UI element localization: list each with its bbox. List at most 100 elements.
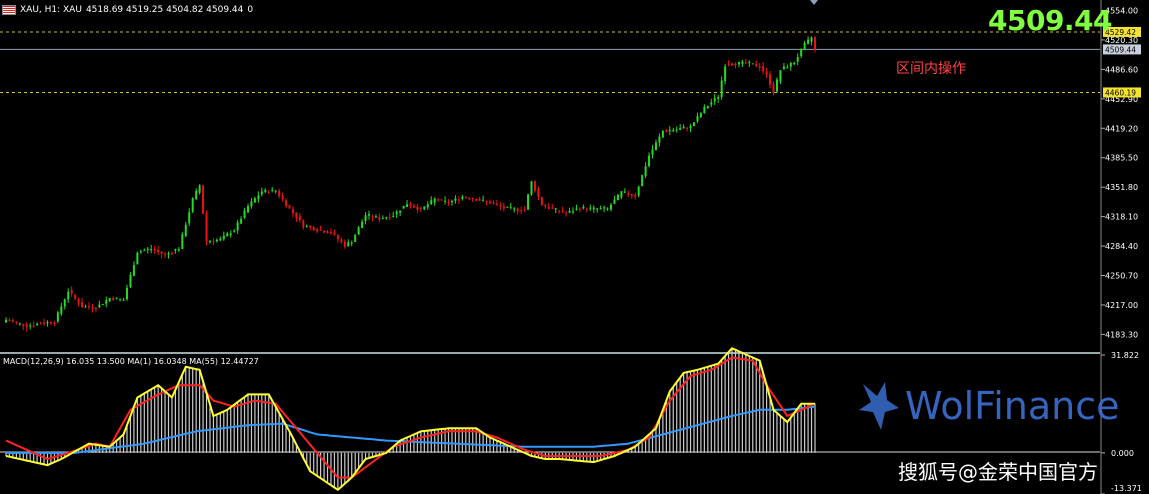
candle-body [94,307,97,310]
flag-icon [2,5,16,15]
candle [789,61,792,71]
candle [675,126,678,133]
candle [423,206,426,210]
candle-body [291,209,294,214]
candle [499,201,502,211]
candle [544,203,547,209]
candle [177,246,180,252]
candle [184,221,187,238]
candle [63,298,66,310]
candle [329,228,332,236]
candle-body [29,325,32,327]
candle-body [170,253,173,255]
candle [450,199,453,206]
candle [772,81,775,96]
candle-body [437,199,440,201]
candle [731,62,734,66]
candle-body [243,210,246,218]
candle [378,213,381,223]
candle-body [454,198,457,201]
candle [571,207,574,215]
candle-body [464,197,467,199]
candle-body [710,102,713,105]
candle [340,237,343,244]
candle [464,196,467,199]
price-level-label: 4460.19 [1105,88,1136,97]
candle [53,320,56,327]
candle [630,193,633,199]
candle [468,197,471,201]
candle [247,203,250,213]
candle [447,199,450,206]
candle-body [620,191,623,198]
candle [641,174,644,187]
candle-body [70,290,73,294]
candle [8,318,11,322]
price-tick-label: 4183.30 [1105,330,1138,339]
candle [260,187,263,197]
candle-body [91,307,94,309]
candle [160,251,163,259]
candle-body [613,199,616,204]
candle-body [444,200,447,202]
candle-body [571,211,574,213]
candle [523,206,526,212]
candle-body [793,62,796,65]
candle [305,224,308,228]
candle-body [741,61,744,64]
candle-body [316,229,319,232]
candle-body [648,155,651,167]
wolf-logo-icon [859,382,899,430]
candle [253,196,256,203]
candle [513,207,516,213]
candle [119,298,122,302]
candle-body [49,322,52,324]
candle [74,294,77,301]
candle-body [513,208,516,210]
candle [357,225,360,235]
candle-body [810,37,813,42]
candle-body [727,64,730,66]
candle-body [489,201,492,204]
candle [219,236,222,242]
candle [333,229,336,236]
price-tick-label: 4486.60 [1105,65,1138,74]
price-level-label: 4509.44 [1105,45,1136,54]
candle [516,207,519,215]
candle-body [129,274,132,287]
candle [49,321,52,326]
candle [623,188,626,194]
candle [264,188,267,194]
candle [129,272,132,289]
candle [737,61,740,68]
candle [278,188,281,199]
candle-body [222,235,225,240]
candle-body [430,200,433,204]
candle-body [471,197,474,200]
candle [578,207,581,213]
candle [606,207,609,211]
candle [661,130,664,138]
candle-body [499,205,502,207]
candle [713,94,716,105]
candle [665,128,668,133]
candle-body [160,251,163,254]
candle-body [212,241,215,243]
candle [765,67,768,79]
candle-body [440,199,443,201]
candle-body [603,207,606,209]
candle [437,198,440,202]
candle-body [606,208,609,210]
candle [87,302,90,310]
candle-body [112,297,115,300]
candle [651,145,654,159]
candle [495,199,498,207]
candle-body [402,205,405,209]
price-tick-label: 4520.30 [1105,36,1138,45]
candle [243,207,246,220]
candle-body [751,63,754,65]
candle [537,186,540,201]
candle [769,71,772,89]
candle-body [25,324,28,328]
